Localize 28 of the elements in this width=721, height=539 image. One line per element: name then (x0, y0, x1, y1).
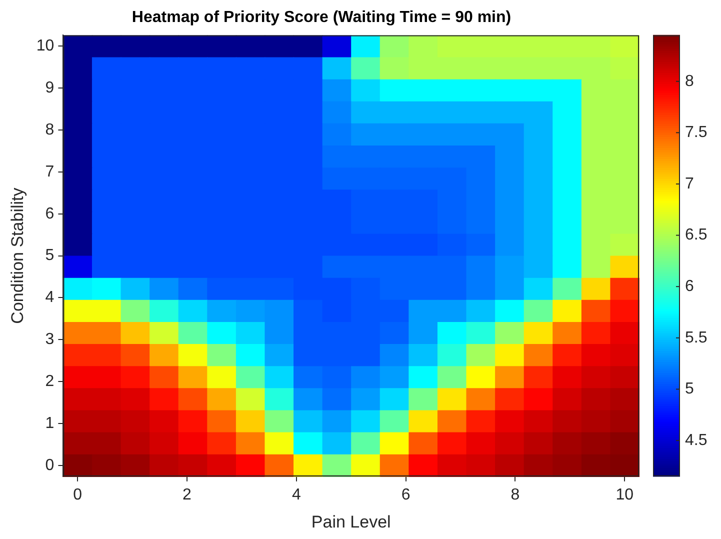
y-tick-label: 9 (45, 80, 54, 97)
color-bar-label: 6 (685, 278, 694, 295)
y-tick-label: 10 (36, 38, 54, 55)
y-tick-label: 8 (45, 121, 54, 138)
x-tick-label: 6 (401, 486, 410, 504)
color-bar-label: 6.5 (685, 226, 708, 244)
x-tick-label: 2 (182, 486, 192, 504)
y-tick-label: 7 (45, 163, 54, 180)
x-tick-label: 10 (616, 486, 634, 504)
y-tick-label: 2 (45, 372, 54, 390)
color-bar-label: 7 (685, 175, 694, 192)
color-bar-label: 5.5 (685, 329, 708, 346)
chart-title: Heatmap of Priority Score (Waiting Time = 90 min) (132, 9, 512, 26)
y-tick-label: 3 (45, 331, 54, 348)
color-bar-label: 7.5 (685, 124, 708, 142)
y-axis-title: Condition Stability (8, 187, 27, 324)
y-tick-label: 0 (45, 456, 54, 474)
x-tick-label: 4 (292, 486, 301, 504)
x-tick-label: 8 (510, 486, 520, 504)
color-bar-label: 5 (685, 380, 694, 398)
y-tick-label: 1 (45, 414, 54, 432)
color-bar-label: 4.5 (685, 432, 708, 449)
y-tick-label: 4 (45, 289, 54, 306)
x-axis-title: Pain Level (311, 512, 391, 532)
y-tick-label: 6 (45, 205, 54, 222)
color-bar-label: 8 (685, 72, 694, 90)
y-tick-label: 5 (45, 247, 54, 264)
x-tick-label: 0 (73, 486, 82, 504)
